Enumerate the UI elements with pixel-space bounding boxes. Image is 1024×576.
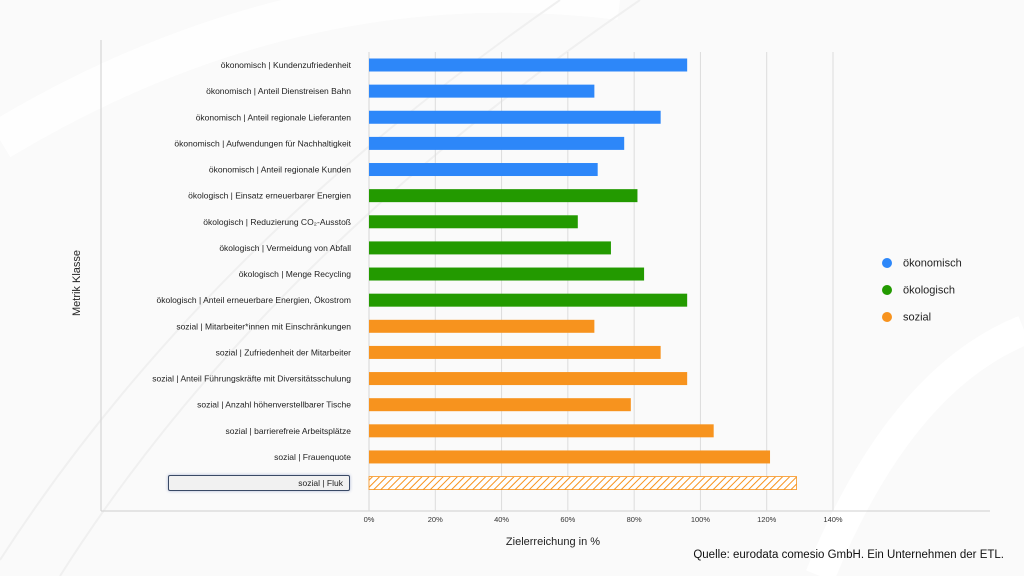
chart-frame [100, 40, 990, 512]
category-label[interactable]: ökologisch | Menge Recycling [239, 269, 352, 279]
bar-3[interactable] [369, 136, 625, 150]
category-label[interactable]: ökologisch | Einsatz erneuerbarer Energi… [188, 191, 351, 201]
y-axis-title: Metrik Klasse [71, 250, 83, 316]
category-label[interactable]: ökonomisch | Anteil Dienstreisen Bahn [206, 86, 351, 96]
category-label[interactable]: ökonomisch | Kundenzufriedenheit [221, 60, 352, 70]
category-label[interactable]: sozial | Zufriedenheit der Mitarbeiter [216, 347, 352, 357]
x-axis-title: Zielerreichung in % [506, 536, 600, 548]
x-tick-label: 120% [757, 515, 777, 524]
source-note: Quelle: eurodata comesio GmbH. Ein Unter… [693, 549, 1004, 561]
x-tick-label: 140% [823, 515, 843, 524]
category-label[interactable]: sozial | Frauenquote [274, 452, 351, 462]
category-label[interactable]: sozial | Anteil Führungskräfte mit Diver… [152, 374, 351, 384]
category-label[interactable]: ökologisch | Reduzierung CO₂-Ausstoß [203, 217, 351, 227]
legend: ökonomisch ökologisch sozial [882, 258, 962, 324]
legend-marker [882, 258, 892, 268]
bar-12[interactable] [369, 372, 688, 386]
x-tick-label: 100% [691, 515, 711, 524]
bar-6[interactable] [369, 215, 578, 229]
category-label[interactable]: ökonomisch | Aufwendungen für Nachhaltig… [174, 138, 351, 148]
x-tick-label: 80% [627, 515, 642, 524]
bar-14[interactable] [369, 424, 714, 438]
bar-1[interactable] [369, 84, 595, 98]
category-label[interactable]: ökonomisch | Anteil regionale Lieferante… [196, 112, 352, 122]
bar-7[interactable] [369, 241, 611, 255]
legend-item[interactable]: ökonomisch [903, 258, 962, 270]
x-tick-label: 20% [428, 515, 443, 524]
x-tick-label: 40% [494, 515, 509, 524]
category-label[interactable]: ökonomisch | Anteil regionale Kunden [209, 165, 351, 175]
category-label[interactable]: sozial | Anzahl höhenverstellbarer Tisch… [197, 400, 351, 410]
legend-item[interactable]: sozial [903, 312, 931, 324]
category-label-edit-input[interactable] [168, 475, 350, 491]
bar-11[interactable] [369, 345, 661, 359]
bar-0[interactable] [369, 58, 688, 72]
legend-marker [882, 285, 892, 295]
bar-5[interactable] [369, 189, 638, 203]
legend-marker [882, 312, 892, 322]
category-label[interactable]: sozial | Mitarbeiter*innen mit Einschrän… [176, 321, 351, 331]
bar-8[interactable] [369, 267, 645, 281]
bar-15[interactable] [369, 450, 771, 464]
category-label[interactable]: ökologisch | Anteil erneuerbare Energien… [156, 295, 351, 305]
bar-4[interactable] [369, 163, 598, 177]
bar-13[interactable] [369, 398, 631, 412]
bar-10[interactable] [369, 319, 595, 333]
bar-2[interactable] [369, 110, 661, 124]
x-tick-label: 0% [364, 515, 375, 524]
x-tick-label: 60% [560, 515, 575, 524]
category-label[interactable]: ökologisch | Vermeidung von Abfall [219, 243, 351, 253]
bar-16[interactable] [368, 476, 797, 490]
bar-9[interactable] [369, 293, 688, 307]
category-label[interactable]: sozial | barrierefreie Arbeitsplätze [225, 426, 351, 436]
legend-item[interactable]: ökologisch [903, 285, 955, 297]
